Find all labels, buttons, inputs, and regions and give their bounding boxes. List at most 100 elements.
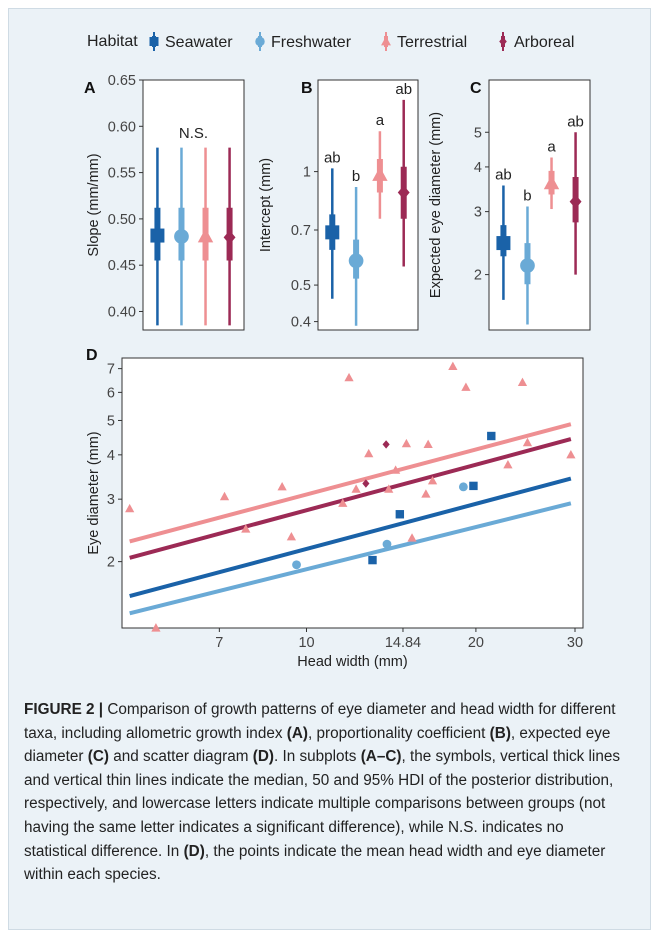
- y-tick-label: 0.40: [108, 304, 136, 320]
- x-tick-label: 7: [215, 635, 223, 651]
- data-point-seawater: [487, 431, 496, 441]
- caption-segment: , proportionality coefficient: [307, 724, 490, 742]
- y-axis-label: Slope (mm/mm): [86, 153, 102, 256]
- data-point-terrestrial: [407, 533, 417, 542]
- legend-label-freshwater: Freshwater: [271, 34, 352, 51]
- figure-caption: FIGURE 2 | Comparison of growth patterns…: [24, 698, 624, 887]
- x-tick-label: 20: [468, 635, 484, 651]
- y-tick-label: 0.5: [291, 278, 311, 294]
- y-tick-label: 6: [107, 385, 115, 401]
- data-point-freshwater: [382, 539, 392, 549]
- caption-segment: (B): [489, 724, 511, 742]
- panel-a: A 0.40 0.45 0.50 0.55 0.60 0.65 Slope (mm/mm) N.…: [84, 73, 245, 331]
- data-point-freshwater: [458, 482, 468, 492]
- median-marker: [543, 175, 560, 190]
- interval-seawater: [150, 147, 165, 326]
- fit-line-freshwater: [129, 501, 572, 616]
- data-point-terrestrial: [566, 450, 576, 459]
- data-point-terrestrial: [503, 459, 513, 469]
- interval-seawater: ab: [495, 166, 512, 300]
- y-tick-label: 3: [107, 492, 115, 508]
- legend-title: Habitat: [87, 33, 138, 50]
- caption-segment: , the points indicate the mean head widt…: [24, 842, 606, 884]
- group-letter: b: [523, 188, 531, 205]
- median-marker: [372, 166, 388, 181]
- y-tick-label: 4: [474, 160, 482, 176]
- group-letter: ab: [324, 149, 341, 166]
- median-marker: [197, 228, 214, 243]
- data-point-terrestrial: [344, 372, 354, 382]
- median-marker: [496, 236, 511, 251]
- caption-segment: (A–C): [360, 748, 402, 766]
- caption-segment: (D): [252, 748, 274, 766]
- group-letter: b: [352, 168, 360, 185]
- panel-letter: B: [301, 80, 313, 97]
- data-point-terrestrial: [338, 498, 348, 507]
- interval-arboreal: ab: [395, 81, 412, 267]
- plot-frame: [142, 79, 245, 331]
- x-tick-label: 10: [298, 635, 314, 651]
- interval-freshwater: [174, 147, 189, 326]
- data-point-terrestrial: [517, 377, 528, 387]
- data-point-terrestrial: [427, 475, 438, 485]
- legend-item-arboreal: Arboreal: [499, 32, 574, 51]
- y-tick-label: 2: [107, 555, 115, 571]
- median-marker: [325, 225, 340, 240]
- data-point-terrestrial: [351, 484, 361, 493]
- panel-letter: A: [84, 80, 96, 97]
- y-tick-label: 0.50: [108, 212, 136, 228]
- median-marker: [569, 194, 582, 209]
- caption-segment: (C): [87, 748, 110, 766]
- y-tick-label: 0.55: [108, 166, 136, 182]
- median-marker: [223, 230, 236, 245]
- interval-terrestrial: a: [372, 112, 388, 219]
- median-marker: [397, 185, 410, 200]
- data-point-terrestrial: [151, 623, 161, 632]
- data-point-arboreal: [362, 479, 370, 488]
- legend-marker-arboreal: [499, 37, 507, 46]
- data-point-terrestrial: [286, 531, 297, 541]
- group-letter: ab: [567, 113, 584, 130]
- y-tick-label: 0.4: [291, 315, 311, 331]
- y-tick-label: 3: [474, 205, 482, 221]
- group-letter: ab: [495, 166, 512, 183]
- legend-label-terrestrial: Terrestrial: [397, 34, 467, 51]
- group-letter: ab: [395, 81, 412, 98]
- interval-freshwater: b: [520, 188, 535, 325]
- panel-d: D 2 3 4 5 6 7 7 10 14.84 20 30 Head width (mm) Eye di…: [86, 347, 584, 670]
- data-point-arboreal: [382, 440, 390, 449]
- data-point-terrestrial: [423, 439, 433, 448]
- fit-line-terrestrial: [129, 422, 572, 544]
- median-marker: [520, 258, 535, 273]
- data-point-terrestrial: [241, 524, 251, 533]
- plot-frame: [121, 357, 584, 629]
- legend-marker-freshwater: [255, 36, 265, 47]
- legend-marker-terrestrial: [381, 36, 391, 46]
- caption-segment: , expected eye diameter: [24, 724, 611, 766]
- y-axis-label: Expected eye diameter (mm): [428, 112, 444, 298]
- y-tick-label: 7: [107, 362, 115, 378]
- legend-item-terrestrial: Terrestrial: [381, 32, 467, 51]
- group-letter: a: [547, 139, 556, 156]
- legend-item-freshwater: Freshwater: [255, 32, 352, 51]
- median-marker: [150, 228, 165, 243]
- data-point-terrestrial: [401, 438, 412, 448]
- x-tick-label: 30: [567, 635, 583, 651]
- y-axis-label: Intercept (mm): [258, 158, 274, 252]
- y-tick-label: 0.60: [108, 119, 136, 135]
- caption-prefix: FIGURE 2 |: [24, 701, 104, 718]
- median-marker: [348, 253, 364, 269]
- y-tick-label: 0.7: [291, 223, 311, 239]
- y-tick-label: 4: [107, 448, 115, 464]
- data-point-terrestrial: [277, 482, 287, 491]
- legend-label-seawater: Seawater: [165, 34, 233, 51]
- panel-letter: D: [86, 347, 98, 364]
- data-point-seawater: [395, 510, 405, 519]
- caption-segment: (A): [286, 724, 308, 742]
- interval-arboreal: ab: [567, 113, 584, 275]
- legend-marker-seawater: [149, 37, 159, 46]
- data-point-terrestrial: [448, 361, 458, 371]
